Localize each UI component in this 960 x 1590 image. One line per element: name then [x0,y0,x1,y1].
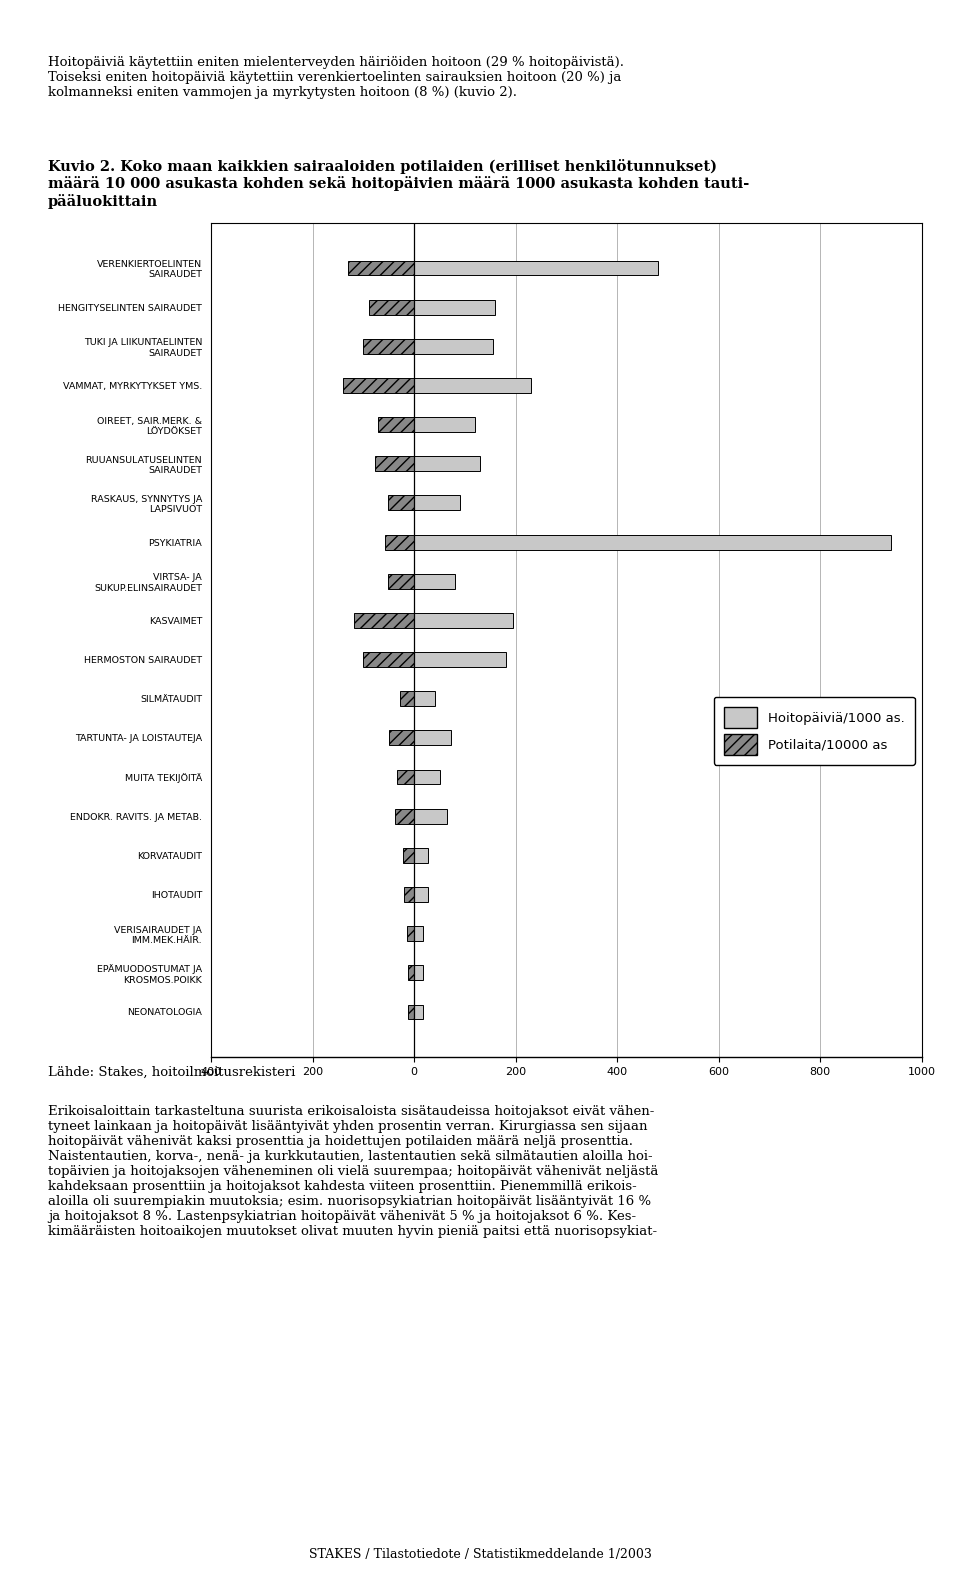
Bar [397,770,414,784]
Bar [414,652,506,666]
Bar [414,417,475,432]
Bar [414,378,531,393]
Bar [388,496,414,510]
Bar [414,965,423,981]
Bar [414,770,440,784]
Bar [408,965,414,981]
Bar [414,456,480,471]
Bar [364,652,414,666]
Bar [389,730,414,746]
Bar [377,417,414,432]
Bar [414,574,455,588]
Text: Lähde: Stakes, hoitoilmoitusrekisteri: Lähde: Stakes, hoitoilmoitusrekisteri [48,1065,296,1078]
Bar [414,496,460,510]
Bar [414,534,891,550]
Bar [414,927,423,941]
Bar [400,692,414,706]
Text: Hoitopäiviä käytettiin eniten mielenterveyden häiriöiden hoitoon (29 % hoitopäiv: Hoitopäiviä käytettiin eniten mielenterv… [48,56,624,99]
Bar [414,730,450,746]
Bar [414,847,428,863]
Text: Kuvio 2. Koko maan kaikkien sairaaloiden potilaiden (erilliset henkilötunnukset): Kuvio 2. Koko maan kaikkien sairaaloiden… [48,159,749,208]
Bar [369,299,414,315]
Bar [374,456,414,471]
Bar [395,809,414,824]
Text: STAKES / Tilastotiedote / Statistikmeddelande 1/2003: STAKES / Tilastotiedote / Statistikmedde… [308,1549,652,1561]
Bar [354,614,414,628]
Bar [414,692,436,706]
Bar [404,887,414,902]
Text: Erikoisaloittain tarkasteltuna suurista erikoisaloista sisätaudeissa hoitojaksot: Erikoisaloittain tarkasteltuna suurista … [48,1105,659,1239]
Bar [414,339,492,353]
Bar [408,1005,414,1019]
Bar [364,339,414,353]
Bar [407,927,414,941]
Legend: Hoitopäiviä/1000 as., Potilaita/10000 as: Hoitopäiviä/1000 as., Potilaita/10000 as [713,696,915,765]
Bar [414,299,495,315]
Bar [414,614,513,628]
Bar [414,887,428,902]
Bar [343,378,414,393]
Bar [414,261,658,275]
Bar [414,809,447,824]
Bar [385,534,414,550]
Bar [403,847,414,863]
Bar [348,261,414,275]
Bar [388,574,414,588]
Bar [414,1005,423,1019]
